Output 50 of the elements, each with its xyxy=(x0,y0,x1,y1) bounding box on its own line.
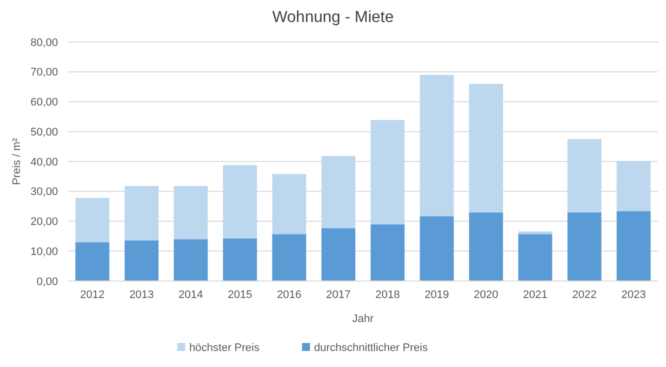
bar xyxy=(420,216,454,281)
bar xyxy=(174,239,208,281)
bar xyxy=(321,228,356,281)
legend-label: höchster Preis xyxy=(189,342,260,354)
x-tick-label: 2012 xyxy=(80,289,105,301)
bar xyxy=(223,238,257,281)
x-tick-label: 2018 xyxy=(375,289,400,301)
y-axis-title: Preis / m² xyxy=(11,138,23,186)
bar xyxy=(370,224,405,281)
x-tick-label: 2021 xyxy=(522,289,548,301)
y-tick-label: 50,00 xyxy=(30,126,58,138)
y-tick-label: 60,00 xyxy=(30,96,58,109)
bar xyxy=(420,74,454,216)
y-tick-label: 20,00 xyxy=(30,216,58,228)
bar xyxy=(124,240,159,281)
y-tick-label: 30,00 xyxy=(30,186,58,198)
y-tick-label: 10,00 xyxy=(30,246,58,258)
bar xyxy=(272,234,306,281)
x-tick-label: 2020 xyxy=(474,289,498,301)
x-tick-label: 2022 xyxy=(572,289,597,301)
bar xyxy=(223,165,257,238)
bar xyxy=(469,84,503,212)
x-tick-label: 2016 xyxy=(276,289,302,301)
bar xyxy=(518,231,552,234)
bar xyxy=(616,211,651,281)
y-tick-label: 80,00 xyxy=(30,36,58,49)
legend-label: durchschnittlicher Preis xyxy=(314,342,428,354)
bar xyxy=(567,139,602,212)
bar xyxy=(370,120,405,224)
x-tick-label: 2014 xyxy=(178,289,204,301)
bar xyxy=(174,186,208,240)
bar xyxy=(272,174,306,234)
y-tick-label: 0,00 xyxy=(36,276,58,288)
bar xyxy=(616,160,651,212)
bar xyxy=(75,242,110,281)
x-tick-label: 2017 xyxy=(326,289,351,301)
bar xyxy=(567,212,602,281)
x-axis-title: Jahr xyxy=(352,313,374,325)
bar xyxy=(518,234,552,281)
chart-title: Wohnung - Miete xyxy=(272,9,394,26)
bar xyxy=(469,212,503,281)
x-tick-label: 2015 xyxy=(228,289,252,301)
x-tick-label: 2013 xyxy=(129,289,154,301)
y-tick-label: 70,00 xyxy=(30,66,58,79)
bar xyxy=(321,156,356,228)
bar xyxy=(75,198,110,242)
x-tick-label: 2023 xyxy=(621,289,646,301)
x-tick-label: 2019 xyxy=(424,289,450,301)
y-tick-label: 40,00 xyxy=(30,156,58,168)
bar xyxy=(124,186,159,240)
